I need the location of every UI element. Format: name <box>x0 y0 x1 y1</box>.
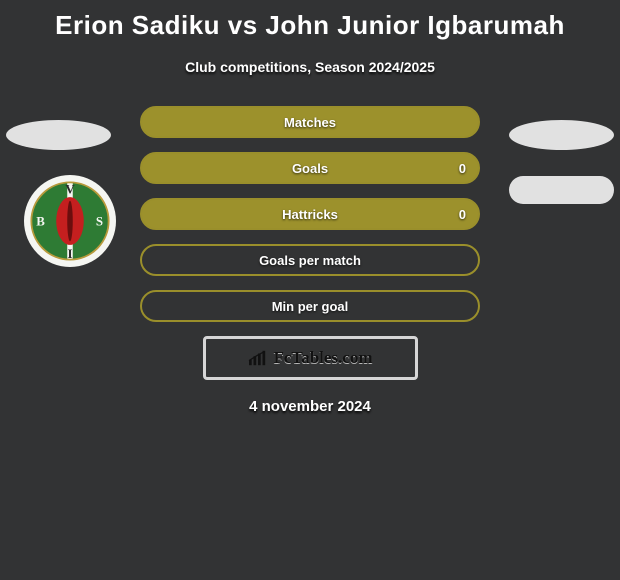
stat-label: Goals per match <box>259 253 361 268</box>
page-subtitle: Club competitions, Season 2024/2025 <box>0 59 620 75</box>
fctables-text: FcTables.com <box>273 348 372 368</box>
stat-label: Matches <box>284 115 336 130</box>
stat-right-value: 0 <box>459 207 466 222</box>
stat-row-goals-per-match: Goals per match <box>140 244 480 276</box>
stats-list: Matches Goals 0 Hattricks 0 Goals per ma… <box>0 106 620 415</box>
stat-row-matches: Matches <box>140 106 480 138</box>
fctables-attribution[interactable]: FcTables.com <box>203 336 418 380</box>
snapshot-date: 4 november 2024 <box>0 398 620 415</box>
stat-row-hattricks: Hattricks 0 <box>140 198 480 230</box>
stat-label: Min per goal <box>272 299 349 314</box>
stat-label: Goals <box>292 161 328 176</box>
stat-row-min-per-goal: Min per goal <box>140 290 480 322</box>
stat-row-goals: Goals 0 <box>140 152 480 184</box>
page-title: Erion Sadiku vs John Junior Igbarumah <box>0 0 620 41</box>
stat-right-value: 0 <box>459 161 466 176</box>
bars-icon <box>247 349 269 367</box>
stat-label: Hattricks <box>282 207 338 222</box>
